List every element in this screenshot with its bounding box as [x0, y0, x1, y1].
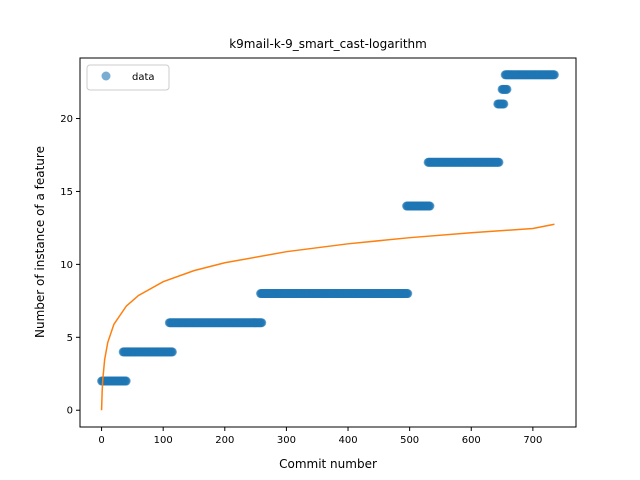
data-point	[502, 84, 512, 94]
fit-line	[100, 223, 555, 411]
data-point	[499, 99, 509, 109]
data-point	[549, 70, 559, 80]
x-tick-label: 100	[154, 435, 173, 446]
y-tick-label: 20	[60, 114, 73, 125]
x-axis-label: Commit number	[279, 457, 377, 471]
data-point	[494, 157, 504, 167]
legend: data	[86, 64, 170, 91]
x-tick-label: 600	[462, 435, 481, 446]
x-tick-label: 700	[523, 435, 542, 446]
y-axis-label: Number of instance of a feature	[33, 146, 47, 338]
x-tick-label: 500	[400, 435, 419, 446]
legend-label-data: data	[132, 72, 155, 83]
x-axis: 0 100 200 300 400 500 600 700	[98, 427, 542, 446]
y-tick-label: 10	[60, 260, 73, 271]
data-point	[167, 347, 177, 357]
y-tick-label: 15	[60, 187, 73, 198]
data-point	[121, 376, 131, 386]
plot-area	[97, 70, 559, 411]
legend-marker	[101, 71, 111, 81]
data-point	[403, 289, 413, 299]
plot-frame	[79, 57, 577, 428]
data-points	[97, 70, 559, 386]
data-point	[425, 201, 435, 211]
x-tick-label: 200	[215, 435, 234, 446]
x-tick-label: 400	[338, 435, 357, 446]
y-tick-label: 5	[67, 333, 73, 344]
x-tick-label: 300	[277, 435, 296, 446]
x-tick-label: 0	[98, 435, 104, 446]
chart-title: k9mail-k-9_smart_cast-logarithm	[229, 37, 427, 51]
data-point	[257, 318, 267, 328]
y-tick-label: 0	[67, 406, 73, 417]
legend-box	[86, 64, 170, 91]
y-axis: 0 5 10 15 20	[60, 114, 80, 417]
